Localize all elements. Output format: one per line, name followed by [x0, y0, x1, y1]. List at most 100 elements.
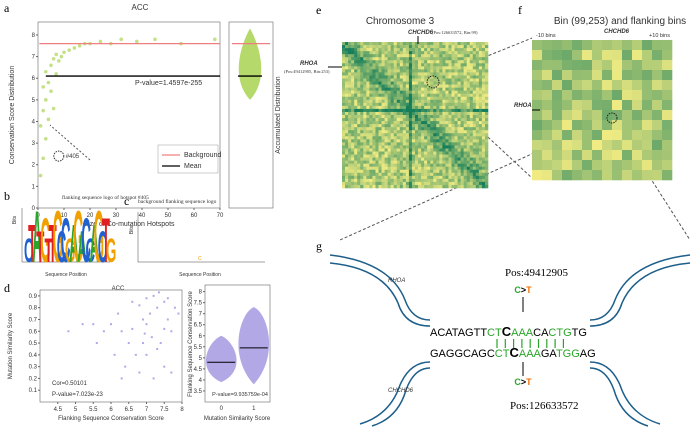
heat-cell: [393, 184, 398, 189]
heat-cell: [396, 54, 401, 58]
heat-cell: [354, 54, 358, 58]
heat-cell: [436, 163, 440, 168]
heat-cell: [430, 175, 434, 180]
heat-cell: [433, 163, 437, 168]
heat-cell: [472, 139, 477, 143]
heat-cell: [354, 142, 358, 146]
heat-cell: [351, 160, 355, 164]
heat-cell: [369, 136, 373, 140]
heat-cell: [451, 69, 455, 73]
heat-cell: [393, 45, 398, 49]
heat-cell: [402, 60, 407, 64]
heat-cell: [342, 154, 346, 158]
heat-cell: [652, 110, 663, 121]
heat-cell: [481, 175, 486, 180]
y-tick-label: 0.3: [29, 365, 38, 371]
heat-cell: [360, 133, 364, 137]
heat-cell: [387, 84, 391, 88]
heat-cell: [418, 139, 422, 143]
heat-cell: [439, 111, 443, 116]
heat-cell: [448, 60, 452, 64]
heat-cell: [602, 140, 613, 151]
heat-cell: [451, 48, 455, 52]
heat-cell: [457, 108, 461, 113]
heat-cell: [424, 136, 428, 140]
heat-cell: [375, 96, 379, 101]
heat-cell: [436, 57, 440, 61]
panel-label: e: [316, 3, 321, 17]
heat-cell: [582, 40, 593, 51]
heat-cell: [478, 175, 483, 180]
heat-cell: [396, 60, 401, 64]
heat-cell: [342, 54, 346, 58]
heat-cell: [451, 121, 455, 125]
heat-cell: [372, 127, 376, 131]
heat-cell: [390, 133, 395, 137]
heat-cell: [463, 75, 468, 79]
heat-cell: [418, 133, 422, 137]
heat-cell: [357, 72, 361, 76]
heat-cell: [469, 160, 474, 164]
heat-cell: [354, 139, 358, 143]
heat-cell: [622, 90, 633, 101]
heat-cell: [466, 157, 471, 161]
heat-cell: [375, 175, 379, 180]
heat-cell: [342, 127, 346, 131]
heat-cell: [418, 60, 422, 64]
heat-cell: [351, 105, 355, 110]
heat-cell: [342, 45, 346, 49]
heat-cell: [411, 124, 416, 128]
heat-cell: [369, 175, 373, 180]
heat-cell: [562, 70, 573, 81]
heat-cell: [427, 105, 431, 110]
heat-cell: [439, 51, 443, 55]
heat-cell: [405, 133, 410, 137]
heat-cell: [363, 69, 367, 73]
heat-cell: [427, 139, 431, 143]
heat-cell: [472, 96, 477, 101]
heat-cell: [454, 54, 458, 58]
heat-cell: [463, 105, 468, 110]
heat-cell: [390, 127, 395, 131]
heat-cell: [562, 130, 573, 141]
heat-cell: [582, 50, 593, 61]
heat-cell: [345, 51, 349, 55]
heat-cell: [472, 51, 477, 55]
heat-cell: [478, 81, 483, 85]
heat-cell: [381, 115, 385, 119]
heat-cell: [466, 69, 471, 73]
heat-cell: [466, 75, 471, 79]
heat-cell: [357, 133, 361, 137]
heat-cell: [354, 108, 358, 113]
heat-cell: [469, 127, 474, 131]
heat-cell: [366, 102, 370, 107]
heat-cell: [460, 115, 464, 119]
heat-cell: [366, 42, 370, 46]
heat-cell: [405, 42, 410, 46]
heat-cell: [472, 105, 477, 110]
heat-cell: [484, 111, 489, 116]
heat-cell: [469, 148, 474, 152]
heat-cell: [369, 118, 373, 122]
heat-cell: [390, 54, 395, 58]
heat-cell: [460, 127, 464, 131]
heat-cell: [472, 102, 477, 107]
heat-cell: [433, 181, 437, 186]
heat-cell: [345, 148, 349, 152]
heat-cell: [433, 75, 437, 79]
heat-cell: [481, 108, 486, 113]
heat-cell: [454, 69, 458, 73]
heat-cell: [445, 175, 449, 180]
heat-cell: [445, 42, 449, 46]
heat-cell: [484, 54, 489, 58]
heat-cell: [357, 105, 361, 110]
heat-cell: [381, 181, 385, 186]
heat-cell: [378, 121, 382, 125]
heat-cell: [415, 78, 419, 82]
heat-cell: [481, 84, 486, 88]
logo-letter: G: [53, 198, 63, 279]
heat-cell: [369, 130, 373, 134]
heat-cell: [602, 150, 613, 161]
heat-cell: [381, 90, 385, 95]
heat-cell: [415, 181, 419, 186]
